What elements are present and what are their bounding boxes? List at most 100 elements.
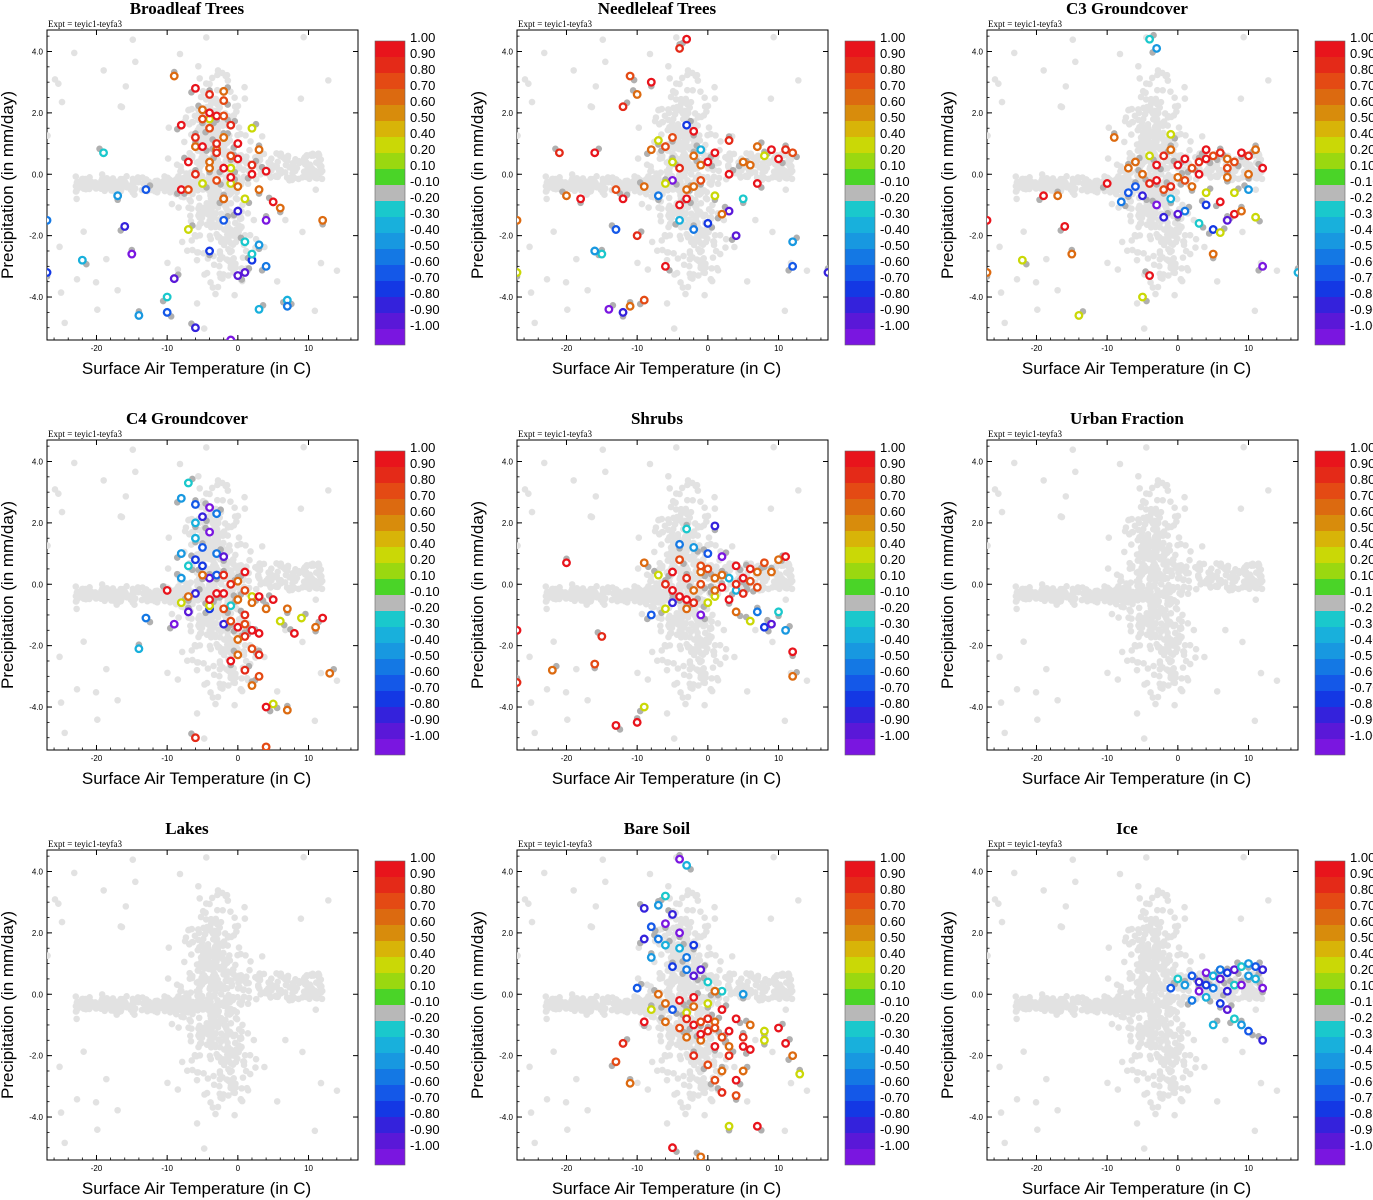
- neutral-point: [315, 561, 323, 569]
- neutral-point: [212, 209, 220, 217]
- neutral-point: [695, 257, 703, 265]
- neutral-point: [197, 93, 205, 101]
- colorbar-label: 0.90: [410, 46, 435, 61]
- neutral-point: [1128, 237, 1136, 244]
- colorbar-label: 0.70: [410, 488, 435, 503]
- neutral-point: [1063, 173, 1070, 180]
- neutral-point: [1088, 186, 1096, 194]
- strong-point: [233, 650, 243, 660]
- colorbar-label: 0.20: [410, 552, 435, 567]
- neutral-point: [260, 560, 268, 568]
- neutral-point: [317, 259, 325, 267]
- neutral-point: [259, 579, 266, 586]
- neutral-point: [542, 173, 550, 180]
- colorbar-swatch: [375, 313, 405, 329]
- neutral-point: [682, 290, 689, 298]
- neutral-point: [1038, 181, 1046, 189]
- strong-point: [689, 126, 699, 136]
- neutral-point: [717, 138, 724, 145]
- neutral-point: [767, 95, 775, 102]
- neutral-point: [722, 235, 730, 243]
- strong-point: [219, 570, 229, 580]
- neutral-point: [139, 174, 146, 181]
- neutral-point: [214, 283, 222, 291]
- positive-point: [268, 197, 278, 207]
- positive-point: [517, 215, 522, 225]
- strong-point: [205, 595, 215, 605]
- neutral-point: [784, 159, 792, 166]
- neutral-point: [182, 114, 190, 121]
- neutral-point: [673, 210, 680, 217]
- colorbar-swatch: [845, 329, 875, 345]
- negative-point: [1173, 209, 1183, 219]
- neutral-point: [702, 194, 710, 202]
- neutral-point: [1164, 77, 1172, 84]
- strong-point: [611, 185, 621, 195]
- y-tick-label: 2.0: [502, 109, 514, 118]
- neutral-point: [189, 656, 196, 664]
- neutral-point: [1129, 152, 1136, 160]
- y-tick-label: 0.0: [502, 580, 514, 589]
- neutral-point: [202, 490, 210, 497]
- strong-point: [233, 622, 243, 632]
- neutral-point: [609, 584, 616, 591]
- negative-point: [1116, 197, 1126, 207]
- neutral-point: [196, 485, 203, 492]
- colorbar-swatch: [1315, 169, 1345, 185]
- neutral-point: [325, 77, 332, 84]
- strong-point: [240, 665, 250, 675]
- neutral-point: [601, 191, 608, 199]
- neutral-point: [1192, 244, 1199, 251]
- neutral-point: [297, 505, 305, 512]
- neutral-point: [304, 579, 311, 586]
- neutral-point: [1022, 175, 1029, 183]
- neutral-point: [208, 74, 216, 82]
- neutral-point: [638, 200, 646, 208]
- y-tick-label: -4.0: [499, 293, 513, 302]
- strong-point: [1159, 185, 1169, 195]
- neutral-point: [1001, 319, 1008, 327]
- x-tick-label: -10: [631, 754, 643, 763]
- neutral-point: [645, 204, 652, 211]
- strong-point: [781, 145, 791, 155]
- negative-point: [162, 307, 172, 317]
- colorbar-swatch: [1315, 313, 1345, 329]
- neutral-point: [647, 178, 654, 186]
- positive-point: [247, 169, 257, 179]
- neutral-point: [761, 167, 769, 175]
- neutral-point: [661, 231, 669, 239]
- neutral-point: [700, 261, 708, 269]
- neutral-point: [114, 696, 121, 704]
- neutral-point: [51, 76, 59, 83]
- neutral-point: [711, 95, 719, 102]
- neutral-point: [234, 131, 241, 139]
- neutral-point: [273, 150, 280, 157]
- positive-point: [1145, 271, 1155, 280]
- strong-point: [632, 231, 642, 241]
- positive-point: [282, 705, 292, 715]
- strong-point: [1173, 172, 1183, 182]
- neutral-point: [139, 584, 146, 591]
- neutral-point: [124, 182, 132, 190]
- neutral-point: [997, 289, 1005, 296]
- colorbar-swatch: [375, 659, 405, 675]
- colorbar-swatch: [375, 627, 405, 643]
- positive-point: [738, 157, 748, 167]
- strong-point: [682, 34, 692, 44]
- neutral-point: [219, 540, 226, 548]
- positive-point: [1123, 163, 1133, 173]
- colorbar-swatch: [375, 233, 405, 249]
- y-axis-label: Precipitation (in mm/day): [0, 91, 17, 279]
- neutral-point: [1075, 178, 1082, 186]
- neutral-point: [184, 176, 192, 183]
- neutral-point: [783, 174, 791, 182]
- neutral-point: [241, 493, 248, 501]
- negative-point: [219, 552, 229, 562]
- neutral-point: [1161, 202, 1169, 210]
- neutral-point: [658, 118, 666, 126]
- colorbar-swatch: [1315, 89, 1345, 105]
- negative-point: [240, 268, 250, 277]
- neutral-point: [1151, 221, 1159, 228]
- points-layer: [517, 443, 811, 742]
- neutral-point: [671, 111, 679, 118]
